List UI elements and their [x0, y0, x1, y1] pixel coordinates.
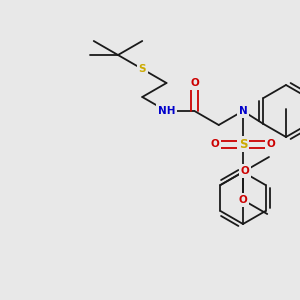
Text: S: S	[239, 137, 247, 151]
Text: O: O	[238, 195, 247, 205]
Text: O: O	[190, 78, 199, 88]
Text: O: O	[240, 166, 249, 176]
Text: S: S	[139, 64, 146, 74]
Text: NH: NH	[158, 106, 175, 116]
Text: O: O	[211, 139, 219, 149]
Text: N: N	[238, 106, 247, 116]
Text: O: O	[267, 139, 275, 149]
